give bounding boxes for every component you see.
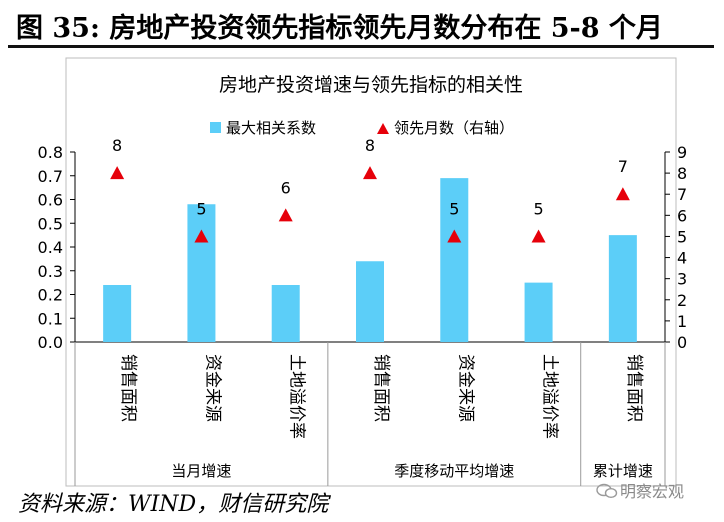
wechat-icon — [596, 483, 618, 499]
source-note: 资料来源：WIND，财信研究院 — [18, 492, 329, 517]
marker-data-label: 8 — [112, 136, 122, 155]
y-left-tick-label: 0.7 — [38, 167, 63, 186]
marker-triangle — [278, 208, 293, 222]
x-group-label: 当月增速 — [171, 462, 231, 480]
bar — [271, 285, 300, 342]
figure-title: 图 35: 房地产投资领先指标领先月数分布在 5-8 个月 — [16, 13, 663, 44]
y-right-tick-label: 8 — [677, 164, 687, 183]
marker-triangle — [615, 187, 630, 201]
watermark-text: 明察宏观 — [620, 482, 685, 501]
x-category-label: 销售面积 — [624, 354, 644, 422]
y-left-tick-label: 0.5 — [38, 214, 63, 233]
y-left-tick-label: 0.1 — [38, 309, 63, 328]
legend: 最大相关系数 领先月数（右轴） — [210, 119, 514, 137]
x-group-label: 季度移动平均增速 — [394, 462, 514, 480]
y-left-tick-label: 0.8 — [38, 143, 63, 162]
legend-bar-swatch — [210, 122, 221, 133]
marker-data-label: 5 — [449, 199, 459, 218]
marker-triangle — [531, 229, 546, 243]
y-right-tick-label: 9 — [677, 143, 687, 162]
y-right-tick-label: 7 — [677, 185, 687, 204]
bar — [356, 261, 384, 342]
y-right-tick-label: 4 — [677, 249, 687, 268]
legend-marker-label: 领先月数（右轴） — [394, 119, 514, 137]
marker-data-label: 8 — [365, 136, 375, 155]
marker-data-label: 5 — [196, 199, 206, 218]
y-left-tick-label: 0.4 — [38, 238, 63, 257]
y-right-tick-label: 2 — [677, 291, 687, 310]
marker-triangle — [194, 229, 209, 243]
axes: 0.0 0.1 0.2 0.3 0.4 0.5 0.6 0.7 0.8 0 1 2 3 4 5 6 7 8 9 — [38, 143, 688, 352]
x-category-label: 土地溢价率 — [540, 354, 560, 439]
chart-title: 房地产投资增速与领先指标的相关性 — [219, 74, 523, 96]
bar — [440, 178, 469, 342]
x-group-label: 累计增速 — [593, 462, 653, 480]
marker-data-label: 7 — [618, 157, 628, 176]
y-left-tick-label: 0.2 — [38, 286, 63, 305]
bar — [524, 282, 553, 342]
y-left-tick-label: 0.0 — [38, 333, 63, 352]
y-right-tick-label: 1 — [677, 312, 687, 331]
title-rule — [8, 45, 714, 48]
watermark: 明察宏观 — [596, 478, 684, 502]
x-group-labels: 当月增速 季度移动平均增速 累计增速 — [74, 342, 666, 486]
y-right-tick-label: 3 — [677, 270, 687, 289]
marker-data-label: 5 — [533, 199, 543, 218]
y-left-tick-label: 0.6 — [38, 191, 63, 210]
marker-data-label: 6 — [281, 178, 291, 197]
y-right-tick-label: 0 — [677, 333, 687, 352]
bar — [187, 204, 216, 342]
marker-triangle — [363, 166, 377, 180]
legend-bar-label: 最大相关系数 — [226, 119, 316, 137]
bar — [103, 285, 132, 342]
bars — [103, 178, 637, 342]
legend-marker-swatch — [377, 123, 389, 134]
chart-frame — [65, 57, 677, 487]
x-category-label: 销售面积 — [118, 354, 138, 422]
bar — [608, 235, 637, 342]
x-category-label: 资金来源 — [202, 354, 222, 422]
y-left-tick-label: 0.3 — [38, 262, 63, 281]
x-category-label: 销售面积 — [371, 354, 391, 422]
x-category-label: 资金来源 — [455, 354, 475, 422]
y-right-tick-label: 5 — [677, 227, 687, 246]
markers: 8 5 6 8 5 5 7 — [110, 136, 630, 243]
marker-triangle — [447, 229, 462, 243]
y-right-tick-label: 6 — [677, 206, 687, 225]
x-category-labels: 销售面积 资金来源 土地溢价率 销售面积 资金来源 土地溢价率 销售面积 — [118, 354, 644, 439]
x-category-label: 土地溢价率 — [287, 354, 307, 439]
marker-triangle — [110, 166, 125, 180]
